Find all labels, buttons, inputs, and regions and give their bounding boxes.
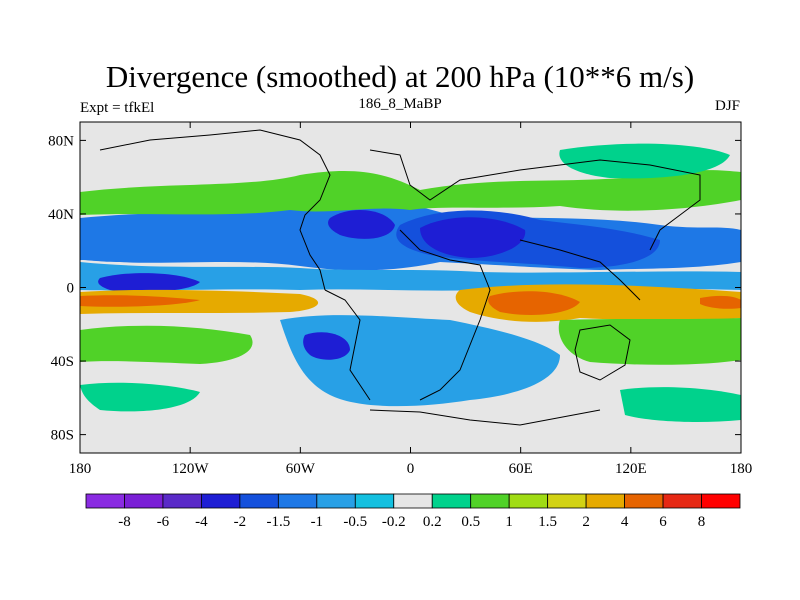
field-band-south-divergence: [80, 325, 253, 364]
x-tick-label: 60E: [509, 461, 533, 477]
colorbar-swatch: [124, 493, 164, 509]
x-tick-label: 0: [407, 461, 415, 477]
colorbar-label: -8: [118, 514, 131, 530]
colorbar-label: -1: [311, 514, 324, 530]
colorbar-label: 1.5: [538, 514, 557, 530]
coastline-africa: [399, 229, 491, 401]
colorbar-swatch: [316, 493, 356, 509]
colorbar-label: -0.2: [382, 514, 406, 530]
y-tick-label: 80N: [48, 133, 74, 149]
colorbar-swatch: [85, 493, 125, 509]
colorbar-swatch: [431, 493, 472, 509]
colorbar-swatch: [393, 493, 433, 509]
colorbar-label: -4: [195, 514, 208, 530]
colorbar-label: 8: [698, 514, 706, 530]
experiment-label: Expt = tfkEl: [80, 100, 155, 116]
run-label: 186_8_MaBP: [358, 96, 442, 112]
field-cell-north-weak: [559, 143, 730, 179]
colorbar-swatch: [162, 493, 202, 509]
colorbar: -8 -6 -4 -2 -1.5 -1 -0.5 -0.2 0.2 0.5 1 1.5 2 4 6 8: [85, 493, 741, 530]
coastline-australia: [574, 324, 631, 381]
field-cell-southern-ocean-divergence: [80, 382, 200, 412]
x-tick-label: 120W: [172, 461, 210, 477]
colorbar-swatch: [201, 493, 241, 509]
field-band-north-divergence: [80, 170, 741, 215]
x-tick-label: 120E: [615, 461, 647, 477]
colorbar-swatch: [508, 493, 549, 509]
coastlines: [99, 129, 701, 426]
y-tick-label: 80S: [51, 428, 74, 444]
field-cell-asia-strong: [420, 217, 526, 258]
colorbar-swatch: [239, 493, 279, 509]
field-cell-southern-ocean-divergence-2: [620, 387, 741, 423]
colorbar-label: 4: [621, 514, 629, 530]
coastline-north-america: [99, 129, 331, 291]
chart-title: Divergence (smoothed) at 200 hPa (10**6 …: [105, 59, 695, 94]
colorbar-swatch: [624, 493, 664, 509]
colorbar-swatch: [585, 493, 625, 509]
colorbar-label: 2: [582, 514, 590, 530]
divergence-field: [80, 143, 741, 423]
colorbar-swatch: [662, 493, 702, 509]
field-band-equatorial-convergence: [80, 262, 741, 291]
colorbar-swatch: [547, 493, 587, 509]
field-cell-south-pacific-divergence: [558, 318, 741, 365]
coastline-south-america: [324, 289, 371, 401]
colorbar-label: -2: [234, 514, 247, 530]
x-tick-label: 180: [730, 461, 753, 477]
field-cell-south-strong: [303, 332, 350, 360]
colorbar-label: -1.5: [266, 514, 290, 530]
coastline-eurasia: [369, 149, 701, 251]
colorbar-label: 0.5: [461, 514, 480, 530]
colorbar-swatch: [277, 493, 318, 509]
y-tick-label: 0: [67, 281, 75, 297]
field-cell-pacific-east-core: [700, 295, 741, 309]
colorbar-label: 0.2: [423, 514, 442, 530]
colorbar-swatch: [701, 493, 741, 509]
axes: 180 120W 60W 0 60E 120E 180 80N 40N 0 40S 80S: [48, 122, 752, 477]
y-tick-label: 40N: [48, 207, 74, 223]
field-cell-pacific-divergence: [80, 295, 200, 307]
colorbar-swatch: [470, 493, 510, 509]
coastline-south-asia: [519, 239, 641, 301]
field-cell-nw-strong: [328, 209, 395, 239]
colorbar-label: 6: [659, 514, 667, 530]
colorbar-label: 1: [505, 514, 513, 530]
colorbar-swatch: [354, 493, 395, 509]
season-label: DJF: [714, 98, 740, 114]
y-tick-label: 40S: [51, 354, 74, 370]
field-cell-indian-core: [488, 291, 580, 315]
colorbar-label: -6: [157, 514, 170, 530]
x-tick-label: 180: [69, 461, 92, 477]
coastline-antarctica: [369, 409, 601, 426]
field-band-south-convergence: [280, 315, 560, 407]
colorbar-label: -0.5: [343, 514, 367, 530]
x-tick-label: 60W: [286, 461, 316, 477]
field-cell-pacific-convergence: [98, 273, 200, 292]
